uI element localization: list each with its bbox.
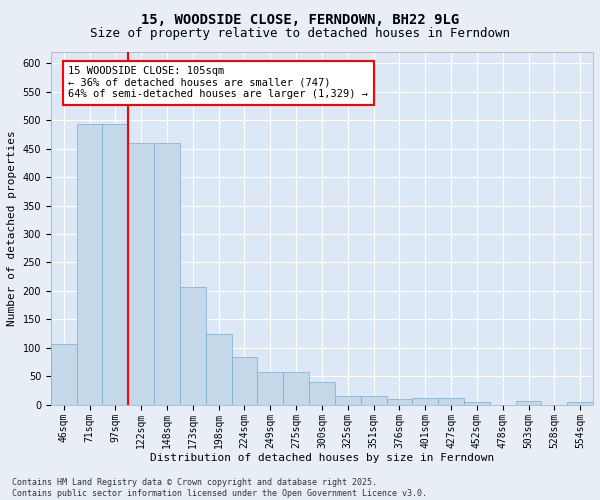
- Bar: [438, 398, 464, 404]
- Text: 15, WOODSIDE CLOSE, FERNDOWN, BH22 9LG: 15, WOODSIDE CLOSE, FERNDOWN, BH22 9LG: [141, 12, 459, 26]
- Bar: [206, 334, 232, 404]
- Bar: [464, 402, 490, 404]
- Bar: [257, 372, 283, 404]
- Bar: [51, 344, 77, 405]
- Bar: [567, 402, 593, 404]
- Bar: [128, 143, 154, 405]
- Text: 15 WOODSIDE CLOSE: 105sqm
← 36% of detached houses are smaller (747)
64% of semi: 15 WOODSIDE CLOSE: 105sqm ← 36% of detac…: [68, 66, 368, 100]
- X-axis label: Distribution of detached houses by size in Ferndown: Distribution of detached houses by size …: [150, 453, 494, 463]
- Bar: [180, 287, 206, 405]
- Bar: [335, 396, 361, 404]
- Bar: [309, 382, 335, 404]
- Bar: [515, 401, 541, 404]
- Bar: [232, 358, 257, 405]
- Bar: [283, 372, 309, 404]
- Bar: [361, 396, 386, 404]
- Bar: [386, 399, 412, 404]
- Bar: [77, 124, 103, 404]
- Bar: [412, 398, 438, 404]
- Y-axis label: Number of detached properties: Number of detached properties: [7, 130, 17, 326]
- Text: Contains HM Land Registry data © Crown copyright and database right 2025.
Contai: Contains HM Land Registry data © Crown c…: [12, 478, 427, 498]
- Text: Size of property relative to detached houses in Ferndown: Size of property relative to detached ho…: [90, 28, 510, 40]
- Bar: [103, 124, 128, 404]
- Bar: [154, 143, 180, 405]
